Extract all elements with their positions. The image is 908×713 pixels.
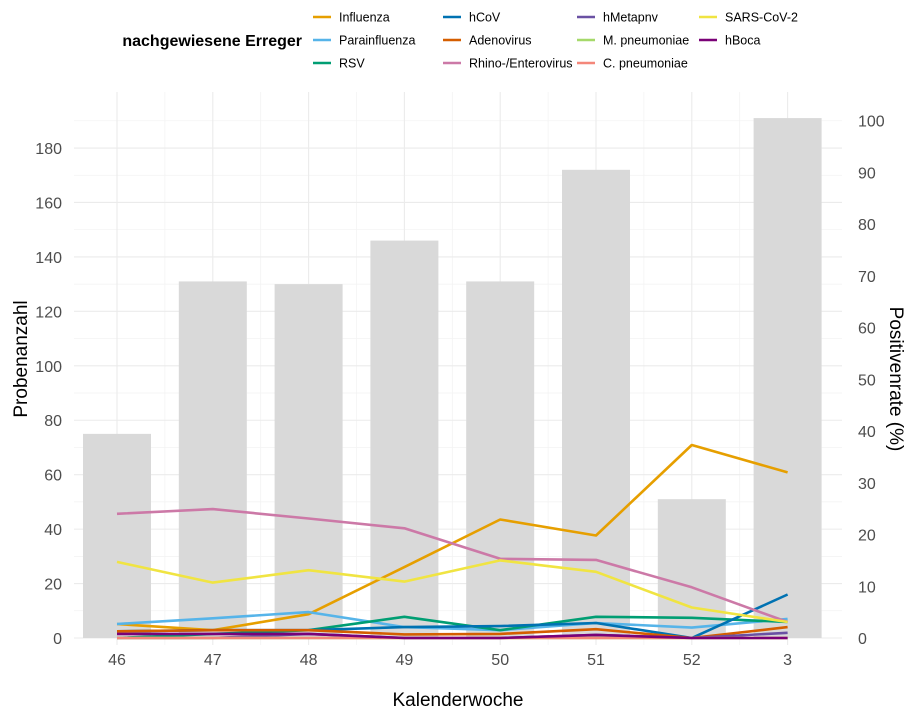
- legend-item-c-pneumoniae: C. pneumoniae: [577, 57, 688, 71]
- y-tick-left: 0: [53, 631, 62, 648]
- series-lines: [116, 443, 789, 640]
- y-tick-left: 160: [35, 195, 62, 212]
- bars: [83, 118, 822, 639]
- bar-46: [83, 433, 151, 638]
- legend-label: Rhino-/Enterovirus: [469, 57, 573, 71]
- bar-47: [178, 281, 247, 638]
- bar-52: [657, 499, 726, 638]
- y-axis-title-right: Positivenrate (%): [885, 307, 906, 452]
- y-tick-left: 20: [44, 577, 62, 594]
- series-line-hboca: [117, 632, 788, 640]
- y-tick-left: 140: [35, 250, 62, 267]
- x-axis-title: Kalenderwoche: [393, 690, 524, 711]
- bar-3: [753, 118, 822, 638]
- legend-item-rsv: RSV: [313, 57, 365, 71]
- legend-item-rhino-enterovirus: Rhino-/Enterovirus: [443, 57, 573, 71]
- y-tick-right: 40: [858, 424, 876, 441]
- y-tick-left: 100: [35, 359, 62, 376]
- x-tick: 52: [683, 652, 701, 669]
- y-tick-left: 80: [44, 413, 62, 430]
- y-tick-right: 80: [858, 217, 876, 234]
- legend-item-adenovirus: Adenovirus: [443, 34, 532, 48]
- legend-item-parainfluenza: Parainfluenza: [313, 34, 415, 48]
- y-tick-right: 90: [858, 165, 876, 182]
- plot-area: [74, 92, 842, 645]
- y-tick-right: 100: [858, 114, 885, 131]
- legend-item-hboca: hBoca: [699, 34, 760, 48]
- legend-label: C. pneumoniae: [603, 57, 688, 71]
- x-tick: 51: [587, 652, 605, 669]
- bar-49: [370, 240, 439, 638]
- x-tick: 47: [204, 652, 222, 669]
- series-line-parainfluenza: [116, 610, 788, 632]
- y-tick-left: 40: [44, 522, 62, 539]
- y-tick-right: 50: [858, 372, 876, 389]
- y-tick-right: 0: [858, 631, 867, 648]
- legend-label: Adenovirus: [469, 34, 532, 48]
- y-axis-title-left: Probenanzahl: [11, 300, 32, 417]
- legend-item-hcov: hCoV: [443, 11, 501, 25]
- bar-50: [466, 281, 535, 638]
- legend-item-hmetapnv: hMetapnv: [577, 11, 659, 25]
- legend-item-m-pneumoniae: M. pneumoniae: [577, 34, 689, 48]
- x-tick: 3: [783, 652, 792, 669]
- legend-label: SARS-CoV-2: [725, 11, 798, 25]
- x-tick: 50: [491, 652, 509, 669]
- legend-item-sars-cov-2: SARS-CoV-2: [699, 11, 798, 25]
- x-tick: 48: [300, 652, 318, 669]
- series-line-sars-cov-2: [116, 559, 788, 624]
- y-tick-right: 10: [858, 579, 876, 596]
- legend-item-influenza: Influenza: [313, 11, 390, 25]
- y-tick-right: 30: [858, 476, 876, 493]
- legend-label: M. pneumoniae: [603, 34, 689, 48]
- series-line-rhino-enterovirus: [116, 507, 789, 624]
- legend-title: nachgewiesene Erreger: [122, 33, 302, 50]
- legend-label: hMetapnv: [603, 11, 659, 25]
- y-tick-right: 20: [858, 528, 876, 545]
- legend: nachgewiesene Erreger Influenza Parainflu…: [122, 11, 798, 71]
- y-tick-right: 60: [858, 321, 876, 338]
- legend-label: RSV: [339, 57, 365, 71]
- axes: 0 20 40 60 80 100 120 140 160 180 0 10 20 30 40 50 60 70 8…: [35, 114, 885, 670]
- x-tick: 46: [108, 652, 126, 669]
- y-tick-left: 180: [35, 141, 62, 158]
- y-tick-right: 70: [858, 269, 876, 286]
- legend-label: Influenza: [339, 11, 390, 25]
- y-tick-left: 60: [44, 468, 62, 485]
- y-tick-left: 120: [35, 304, 62, 321]
- bar-48: [274, 284, 343, 638]
- legend-label: hCoV: [469, 11, 501, 25]
- legend-label: Parainfluenza: [339, 34, 415, 48]
- legend-label: hBoca: [725, 34, 760, 48]
- x-tick: 49: [396, 652, 414, 669]
